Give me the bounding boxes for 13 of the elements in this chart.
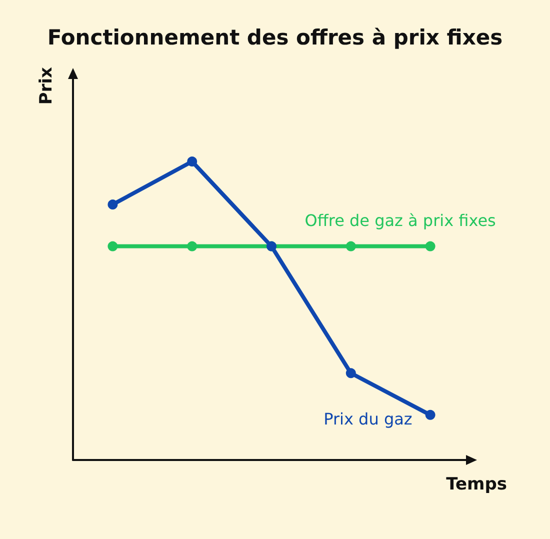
point [108, 200, 118, 210]
chart-title: Fonctionnement des offres à prix fixes [47, 26, 503, 50]
point [187, 156, 198, 167]
x-axis-title: Temps [446, 474, 507, 494]
point [346, 368, 356, 378]
series-label: Offre de gaz à prix fixes [304, 210, 496, 230]
point [346, 241, 356, 252]
series-label: Prix du gaz [324, 409, 412, 428]
point [108, 241, 118, 252]
point [425, 410, 436, 420]
y-axis-title: Prix [36, 66, 56, 105]
point [425, 241, 436, 252]
point [187, 241, 198, 252]
